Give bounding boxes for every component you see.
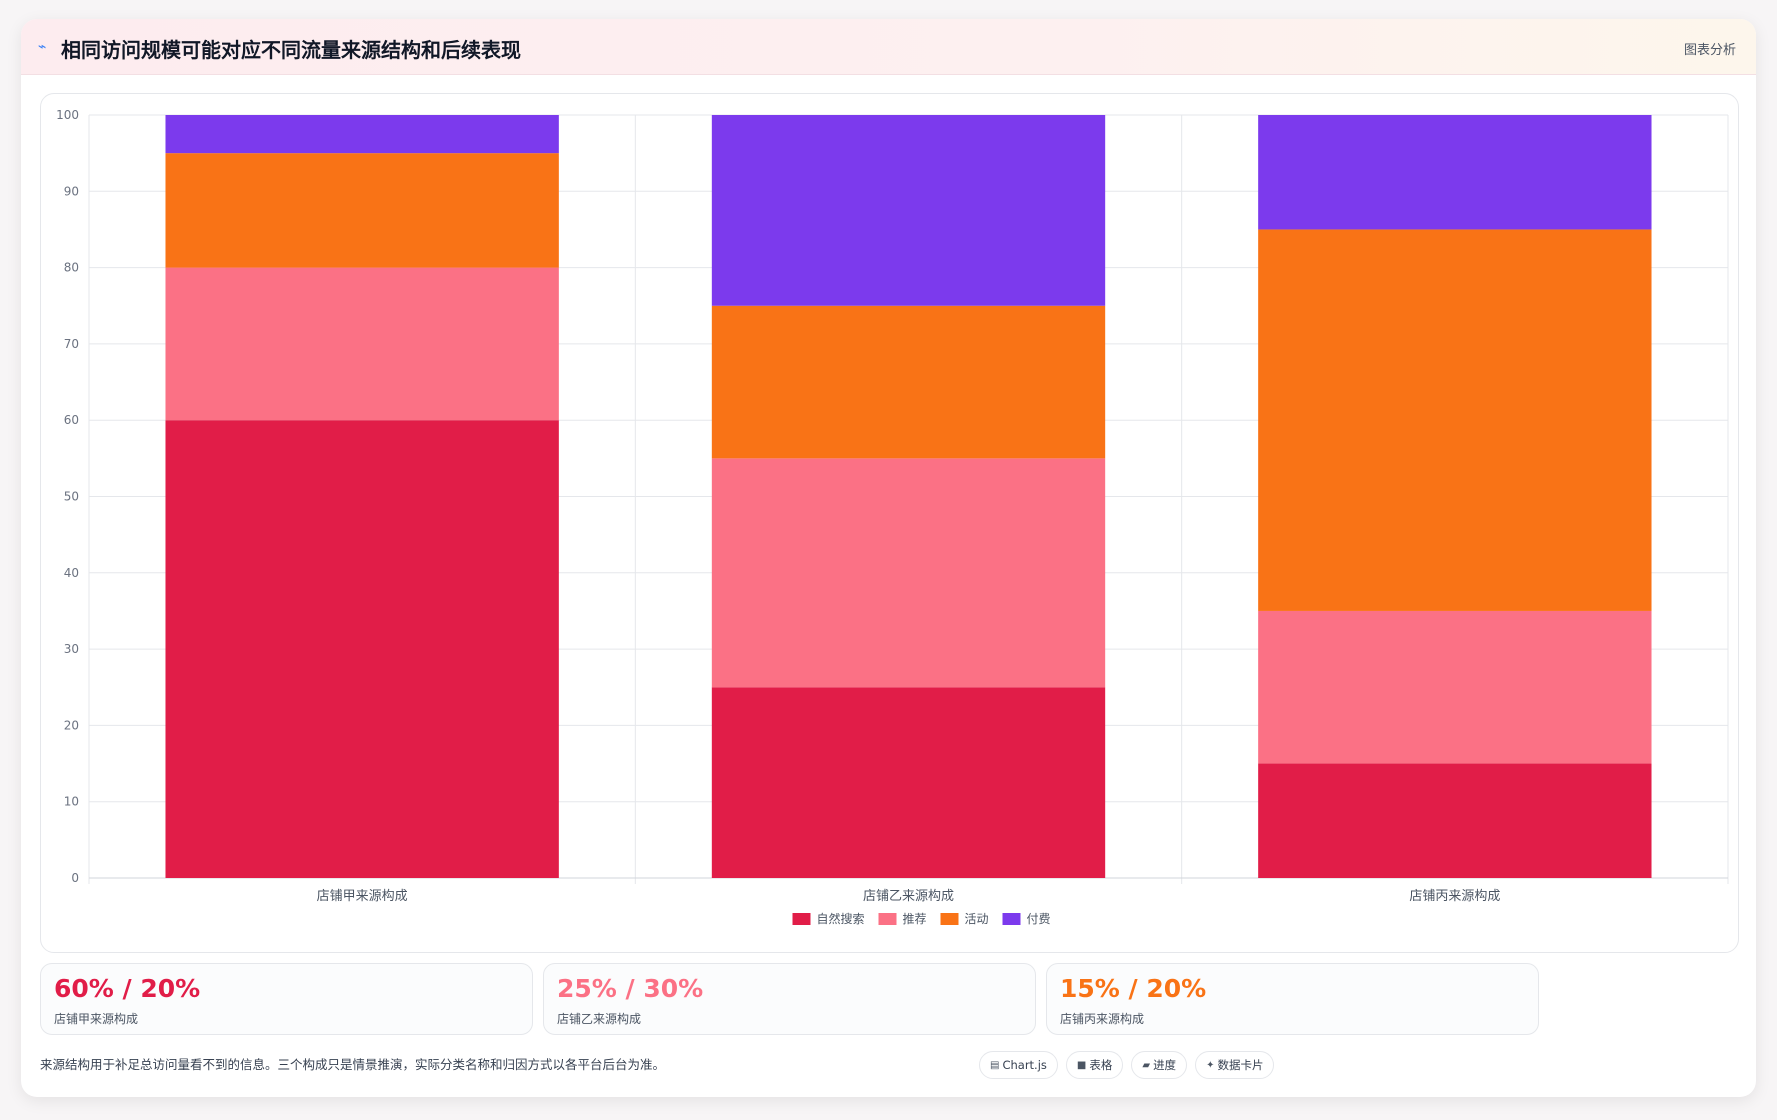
bar-segment — [1258, 229, 1652, 611]
legend-swatch — [878, 913, 897, 925]
y-tick-label: 70 — [64, 337, 79, 351]
y-tick-label: 90 — [64, 184, 79, 198]
stat-value: 60% / 20% — [54, 974, 201, 1003]
card-icon: ✦ — [1206, 1059, 1215, 1071]
bar-segment — [711, 687, 1106, 878]
bar-segment — [1258, 115, 1652, 230]
page-title: 相同访问规模可能对应不同流量来源结构和后续表现 — [61, 38, 521, 62]
progress-icon: ▰ — [1142, 1059, 1151, 1071]
chip-chartjs[interactable]: ▤ Chart.js — [979, 1051, 1058, 1079]
y-tick-label: 40 — [64, 566, 79, 580]
table-icon: ■ — [1076, 1059, 1087, 1071]
x-tick-label: 店铺甲来源构成 — [317, 889, 408, 904]
stat-card-1: 25% / 30% 店铺乙来源构成 — [543, 963, 1036, 1035]
legend-label: 活动 — [965, 912, 989, 926]
bar-segment — [165, 115, 559, 154]
bar-segment — [165, 420, 559, 878]
chart-card: ⌁ 相同访问规模可能对应不同流量来源结构和后续表现 图表分析 0 10 20 30 40… — [21, 19, 1756, 1097]
footnote: 来源结构用于补足总访问量看不到的信息。三个构成只是情景推演，实际分类名称和归因方… — [40, 1057, 666, 1072]
bar-segment — [165, 153, 559, 268]
chart-panel: 0 10 20 30 40 50 60 70 80 90 100 店铺甲来源构成 店铺乙来源构成 店铺丙来… — [40, 93, 1739, 953]
stat-label: 店铺丙来源构成 — [1060, 1012, 1145, 1026]
y-tick-label: 50 — [64, 490, 79, 504]
chart-icon: ▤ — [990, 1059, 1000, 1071]
card-header: ⌁ 相同访问规模可能对应不同流量来源结构和后续表现 图表分析 — [21, 19, 1756, 75]
chip-label: 进度 — [1153, 1058, 1177, 1072]
chip-data-card[interactable]: ✦ 数据卡片 — [1195, 1051, 1275, 1079]
stacked-bar-chart: 0 10 20 30 40 50 60 70 80 90 100 店铺甲来源构成 店铺乙来源构成 店铺丙来… — [56, 108, 1729, 926]
bar-segment — [1258, 763, 1652, 878]
stat-label: 店铺乙来源构成 — [557, 1012, 642, 1026]
y-tick-label: 80 — [64, 261, 79, 275]
bar-segment — [711, 115, 1106, 306]
y-tick-label: 0 — [71, 871, 79, 885]
y-tick-label: 10 — [64, 795, 79, 809]
header-tag: 图表分析 — [1683, 43, 1736, 58]
chip-label: 表格 — [1089, 1058, 1113, 1072]
chip-label: 数据卡片 — [1217, 1058, 1264, 1072]
stat-value: 25% / 30% — [557, 974, 704, 1003]
stat-value: 15% / 20% — [1060, 974, 1207, 1003]
stat-card-0: 60% / 20% 店铺甲来源构成 — [40, 963, 533, 1035]
y-tick-label: 20 — [64, 718, 79, 732]
chip-label: Chart.js — [1002, 1058, 1047, 1072]
bar-segment — [165, 267, 559, 421]
chip-table[interactable]: ■ 表格 — [1065, 1051, 1124, 1079]
bar-segment — [711, 458, 1106, 688]
trend-icon: ⌁ — [38, 39, 47, 55]
x-tick-label: 店铺丙来源构成 — [1409, 889, 1500, 904]
stat-card-2: 15% / 20% 店铺丙来源构成 — [1046, 963, 1539, 1035]
legend-swatch — [1002, 913, 1021, 925]
x-tick-label: 店铺乙来源构成 — [863, 889, 954, 904]
y-tick-label: 100 — [56, 108, 79, 122]
legend-label: 推荐 — [903, 912, 927, 926]
legend-swatch — [792, 913, 811, 925]
legend-swatch — [940, 913, 959, 925]
bar-segment — [711, 305, 1106, 459]
y-tick-label: 60 — [64, 413, 79, 427]
y-tick-label: 30 — [64, 642, 79, 656]
chip-progress[interactable]: ▰ 进度 — [1131, 1051, 1188, 1079]
legend-label: 自然搜索 — [817, 911, 865, 926]
chip-list: ▤ Chart.js ■ 表格 ▰ 进度 ✦ 数据卡片 — [979, 1051, 1275, 1079]
legend-label: 付费 — [1027, 912, 1051, 926]
bar-segment — [1258, 610, 1652, 764]
stat-label: 店铺甲来源构成 — [54, 1012, 139, 1026]
